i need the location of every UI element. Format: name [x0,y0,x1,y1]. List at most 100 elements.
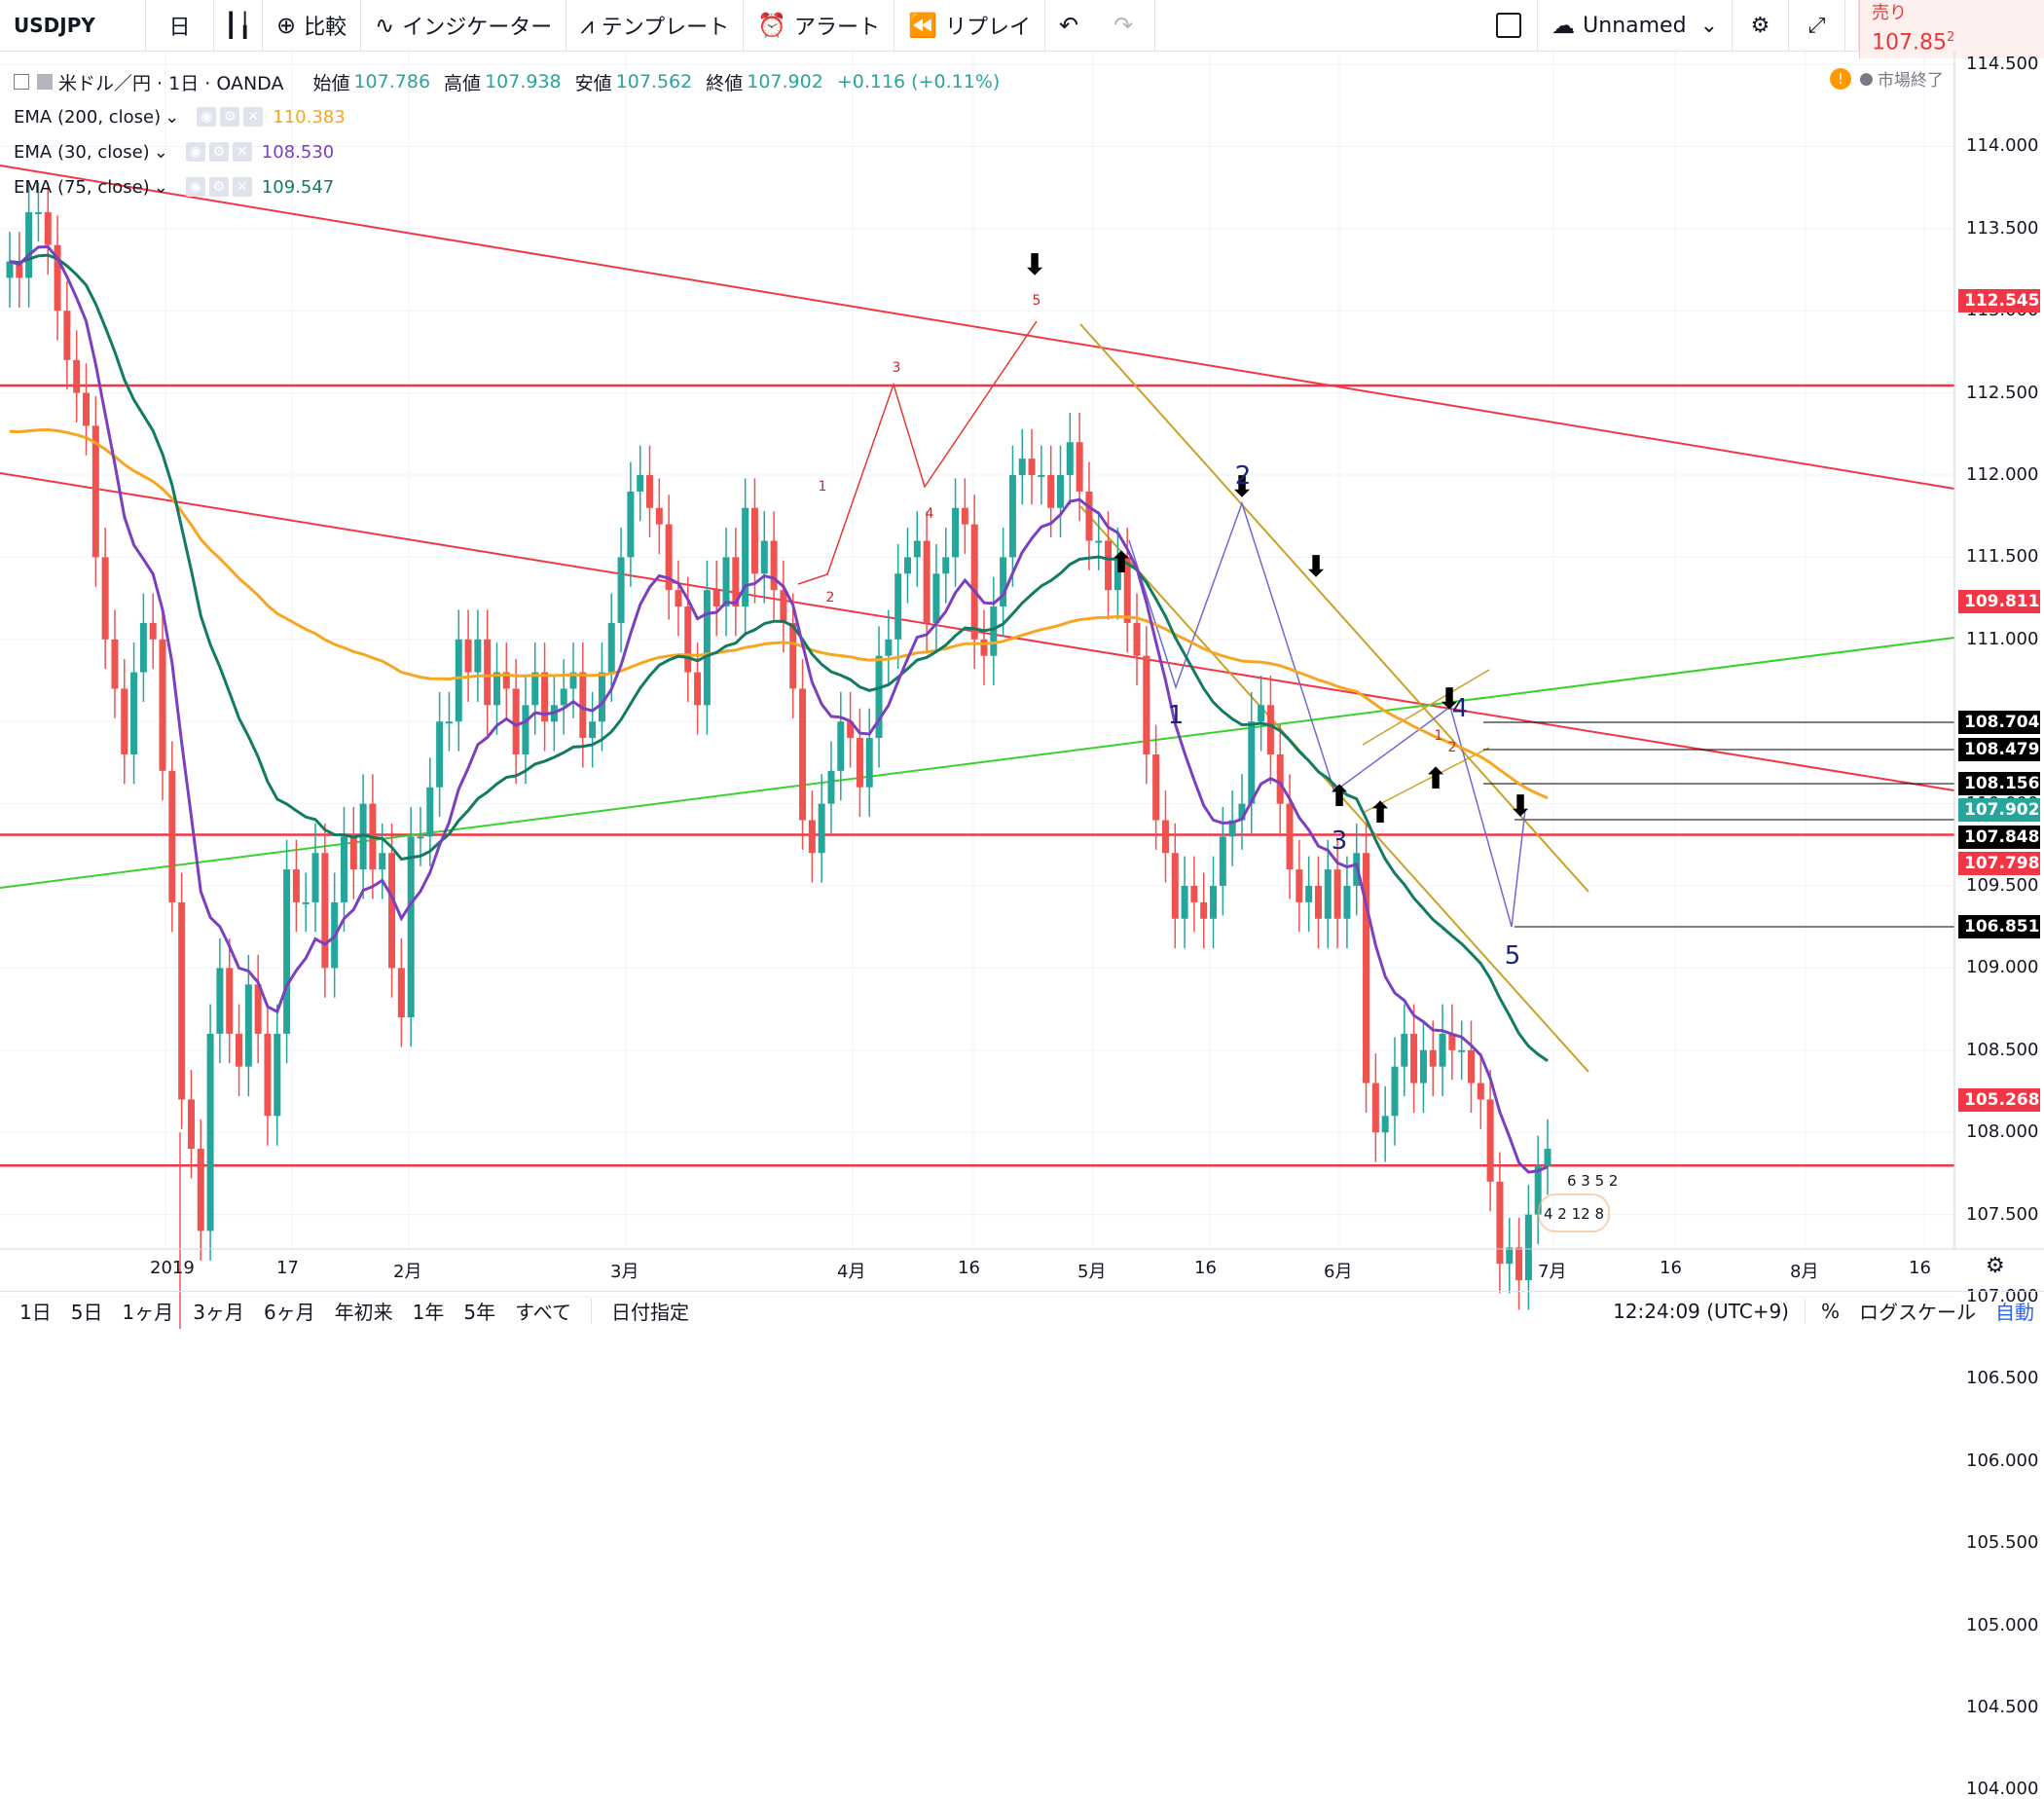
candle-body [665,524,673,591]
time-tick: 4月 [837,1262,866,1282]
price-tag: 108.156 [1958,772,2040,795]
undo-button[interactable]: ↶ [1045,0,1100,51]
price-tick: 109.500 [1966,875,2039,896]
time-tick: 2019 [150,1258,195,1278]
status-dot: ● [1859,68,1874,89]
price-tick: 106.000 [1966,1450,2039,1471]
candle-body [436,721,444,788]
price-tick: 109.000 [1966,957,2039,978]
gear-icon[interactable]: ⚙ [220,107,240,127]
range-button[interactable]: 1年 [412,1301,445,1324]
range-button[interactable]: 1日 [19,1301,52,1324]
time-tick: 7月 [1538,1262,1567,1282]
candle-body [1133,622,1141,656]
price-tick: 108.000 [1966,1121,2039,1143]
up-arrow-icon: ⬆ [1109,546,1133,580]
fullscreen-toggle[interactable] [1479,0,1539,51]
indicator-name: EMA (30, close) [14,141,150,163]
close-icon[interactable]: ✕ [232,177,252,197]
chevron-down-icon: ⌄ [1699,13,1718,38]
gear-icon[interactable]: ⚙ [208,177,229,197]
goto-date-button[interactable]: 日付指定 [610,1301,689,1324]
price-tag: 105.268 [1958,1088,2040,1112]
range-button[interactable]: 1ヶ月 [122,1301,174,1324]
sell-price-sup: 2 [1946,30,1955,45]
candle-body [1314,886,1322,919]
candle-body [712,590,720,607]
interval-button[interactable]: 日 [146,0,214,51]
eye-icon[interactable]: ◉ [185,177,205,197]
candle-body [1258,705,1265,722]
wave-label: 3 [1332,826,1348,856]
price-tag: 108.704 [1958,711,2040,734]
candle-body [990,606,998,656]
candle-body [1467,1049,1475,1083]
auto-scale-toggle[interactable]: 自動 [1995,1301,2034,1324]
candle-body [837,721,845,771]
candle-body [637,475,644,492]
percent-toggle[interactable]: % [1820,1299,1840,1323]
indicators-button[interactable]: ∿ インジケーター [361,0,567,51]
close-value: 107.902 [747,71,823,92]
settings-button[interactable]: ⚙ [1733,0,1789,51]
candle-body [1515,1247,1523,1281]
series-title[interactable]: 米ドル／円 · 1日 · OANDA [58,72,284,94]
price-tag: 106.851 [1958,915,2040,938]
indicator-row[interactable]: EMA (200, close) ⌄ ◉ ⚙ ✕ 110.383 [14,99,1013,134]
candle-body [1343,886,1351,919]
templates-button[interactable]: ⩘ テンプレート [566,0,745,51]
range-button[interactable]: 6ヶ月 [263,1301,315,1324]
eye-icon[interactable]: ◉ [185,142,205,162]
candle-body [1248,721,1256,804]
up-arrow-icon: ⬆ [1423,762,1447,796]
log-scale-toggle[interactable]: ログスケール [1859,1301,1976,1324]
collapse-icon[interactable] [14,74,29,90]
alert-button[interactable]: ⏰ アラート [744,0,895,51]
candle-body [512,688,520,754]
down-arrow-icon: ⬇ [1022,248,1046,282]
range-button[interactable]: すべて [515,1301,571,1324]
gear-icon[interactable]: ⚙ [208,142,229,162]
clock[interactable]: 12:24:09 (UTC+9) [1613,1299,1789,1323]
candle-body [847,721,855,739]
indicator-row[interactable]: EMA (75, close) ⌄ ◉ ⚙ ✕ 109.547 [14,169,1013,204]
close-icon[interactable]: ✕ [243,107,264,127]
eye-icon[interactable]: ◉ [197,107,217,127]
candle-body [216,968,224,1034]
candle-body [1038,475,1045,477]
price-tick: 112.000 [1966,464,2039,485]
range-button[interactable]: 年初来 [334,1301,393,1324]
candle-body [980,639,988,656]
candles [6,182,1551,1329]
layout-button[interactable]: ☁ Unnamed ⌄ [1538,0,1733,51]
sell-panel[interactable]: 売り 107.852 [1859,0,2044,58]
candle-body [139,622,147,673]
candle-body [474,639,482,673]
compare-button[interactable]: ⊕ 比較 [263,0,362,51]
time-tick: 16 [1909,1258,1931,1278]
price-tick: 105.000 [1966,1614,2039,1635]
close-icon[interactable]: ✕ [232,142,252,162]
cloud-icon: ☁ [1551,12,1576,39]
price-tick: 112.500 [1966,382,2039,403]
symbol-search[interactable]: USDJPY [0,0,146,51]
candle-body [1200,901,1208,919]
time-tick: 17 [276,1258,299,1278]
chart-type-button[interactable]: ┃╽ [214,0,263,51]
candle-body [101,557,109,640]
camera-button[interactable] [1845,0,1859,51]
range-button[interactable]: 5年 [463,1301,496,1324]
candle-body [302,901,310,904]
economic-events[interactable]: 6 3 5 2 4 2 12 8 [1528,1168,1622,1238]
range-button[interactable]: 3ヶ月 [193,1301,244,1324]
range-button[interactable]: 5日 [70,1301,103,1324]
time-axis-settings[interactable]: ⚙ [1986,1254,2005,1278]
redo-button[interactable]: ↷ [1100,0,1156,51]
indicator-row[interactable]: EMA (30, close) ⌄ ◉ ⚙ ✕ 108.530 [14,134,1013,169]
plus-circle-icon: ⊕ [276,12,297,39]
events-bottom: 4 2 12 8 [1544,1205,1605,1223]
undo-icon: ↶ [1058,12,1079,39]
expand-button[interactable]: ⤢ [1789,0,1845,51]
replay-button[interactable]: ⏪ リプレイ [894,0,1045,51]
